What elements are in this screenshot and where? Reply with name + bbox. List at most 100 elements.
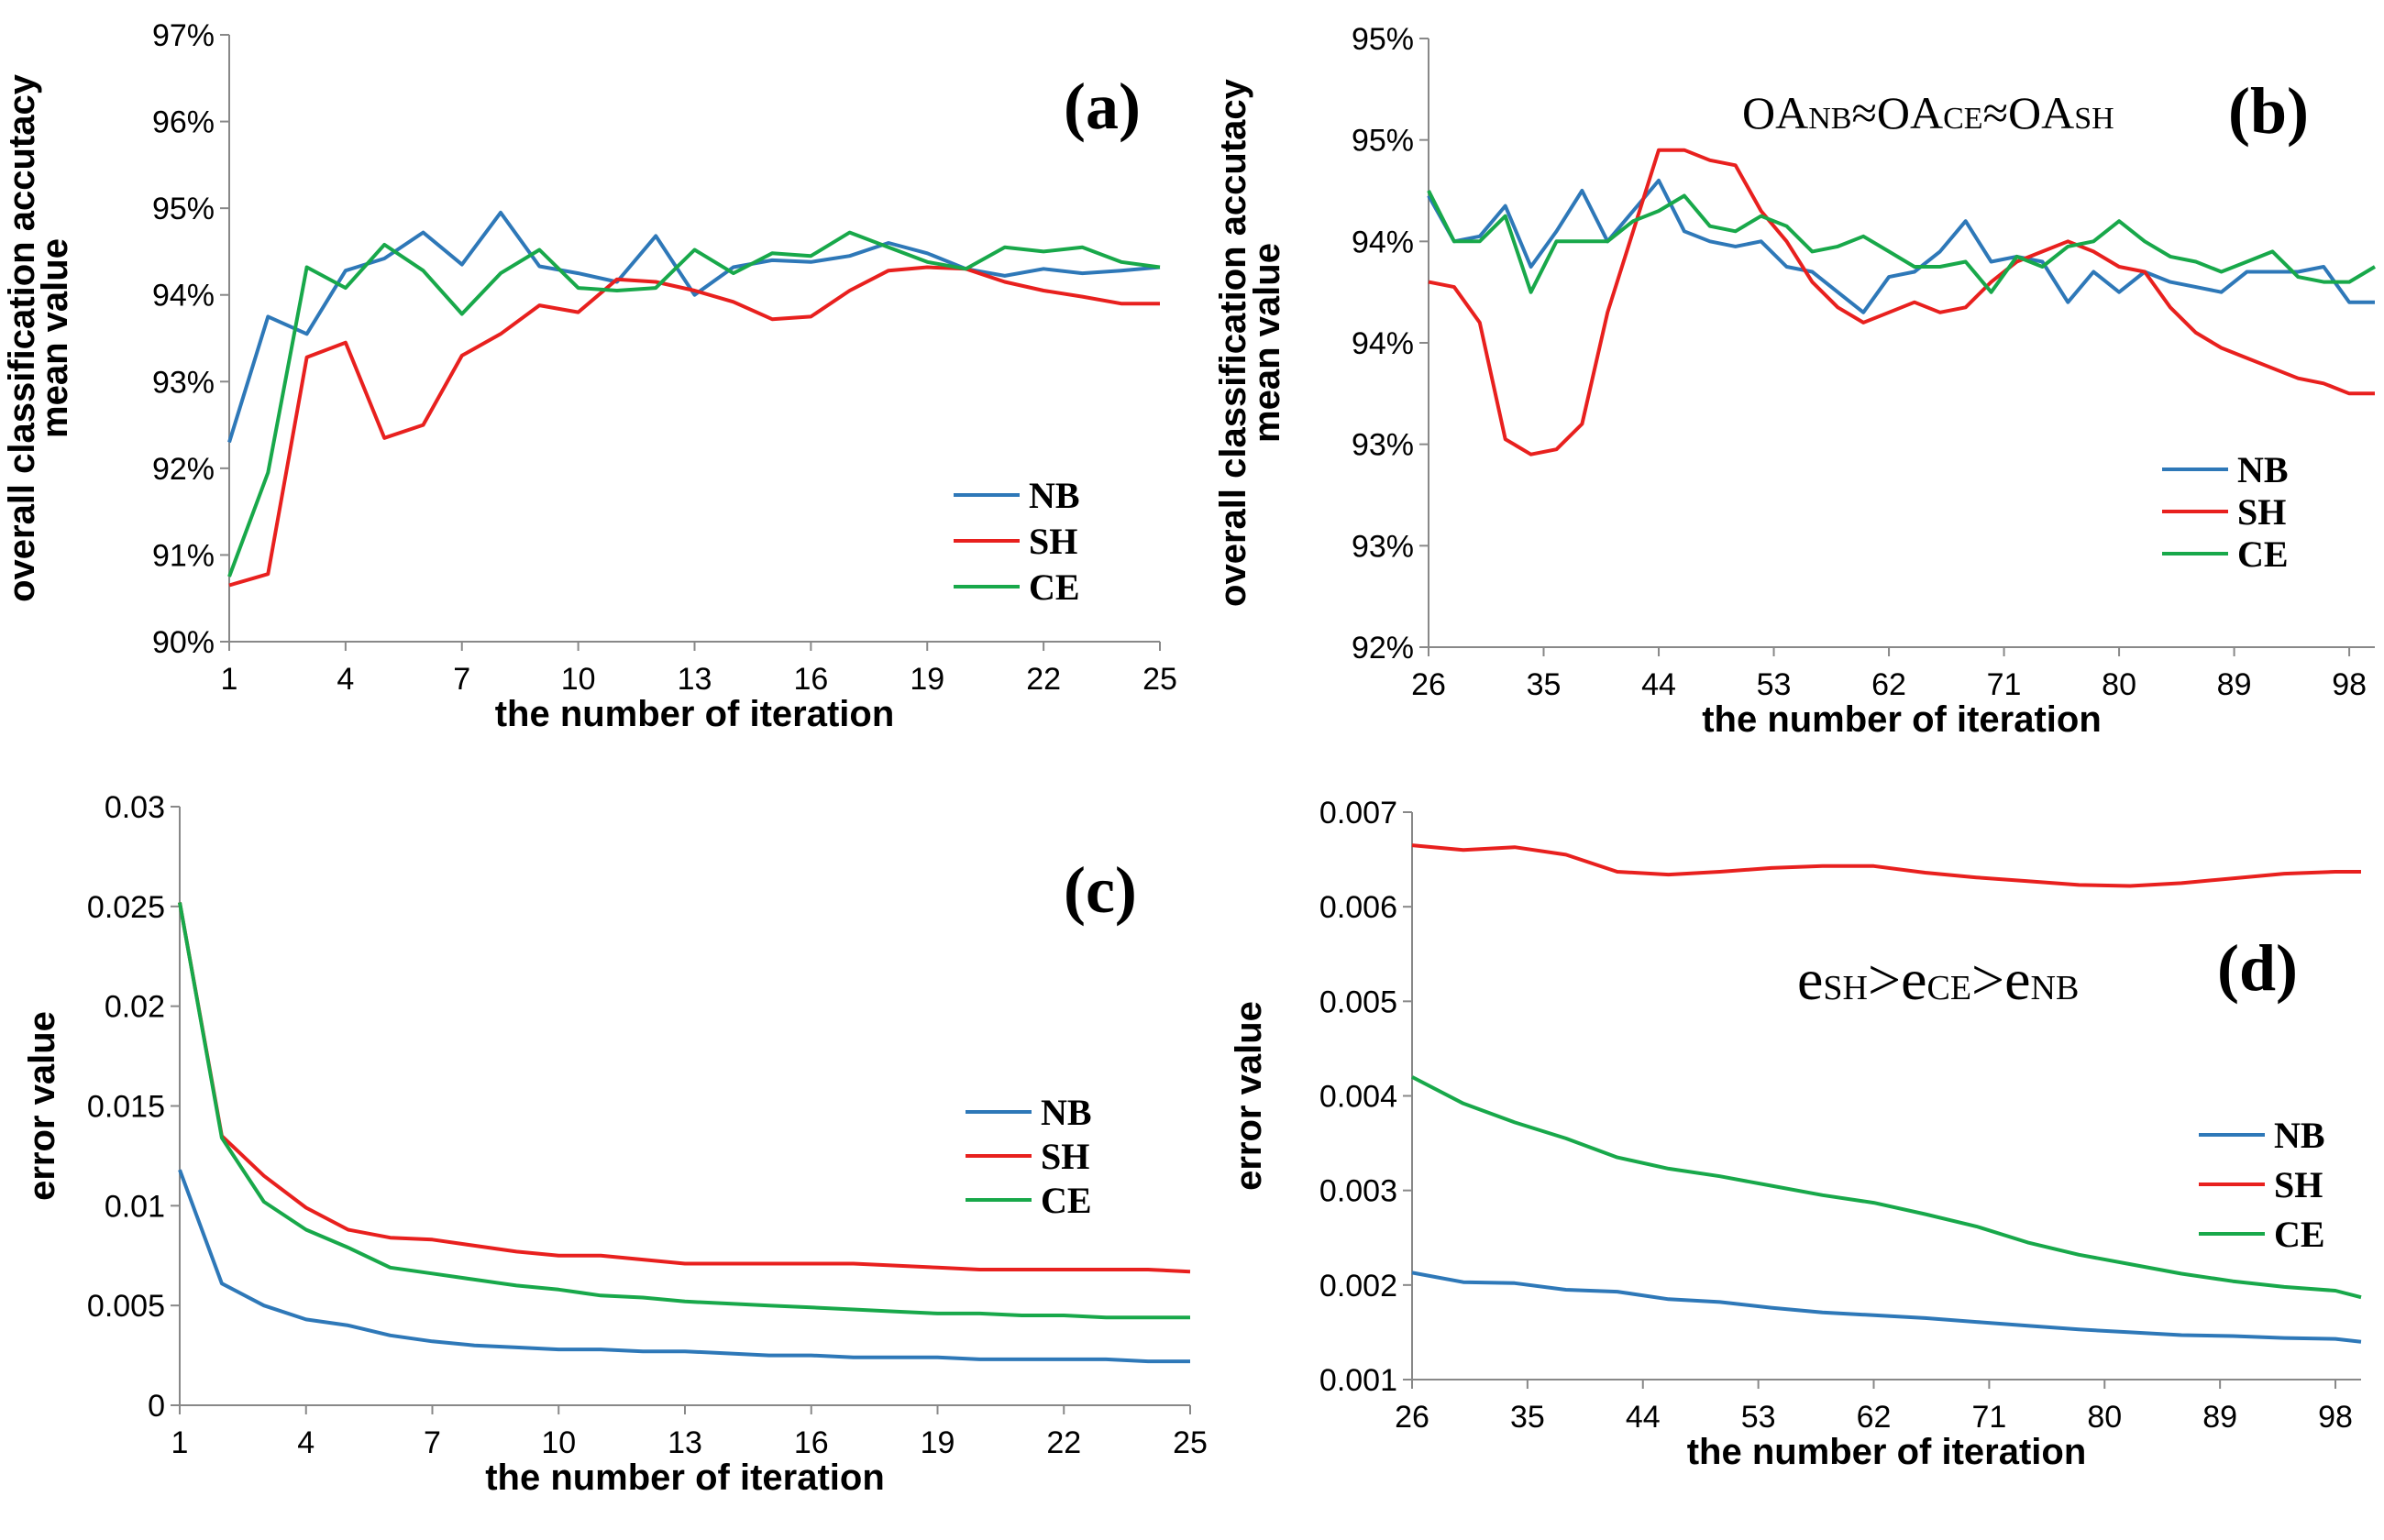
- x-tick-label: 80: [2087, 1400, 2122, 1435]
- series-line-nb: [1411, 1270, 2362, 1344]
- panel-label: (a): [1064, 70, 1141, 143]
- x-tick-label: 22: [1046, 1425, 1081, 1460]
- y-tick-label: 95%: [1352, 22, 1414, 57]
- y-tick-label: 0.025: [87, 890, 165, 925]
- x-axis-label: the number of iteration: [485, 1458, 885, 1498]
- x-tick-label: 19: [910, 662, 944, 697]
- x-tick-label: 80: [2102, 667, 2136, 702]
- x-tick-label: 53: [1741, 1400, 1776, 1435]
- x-tick-label: 16: [793, 662, 828, 697]
- annotation-text: eSH>eCE>eNB: [1797, 947, 2079, 1012]
- x-tick-label: 4: [297, 1425, 315, 1460]
- series-line-ce: [1427, 190, 2377, 294]
- y-axis-label: mean value: [35, 238, 75, 438]
- chart-panel-3: 0.001 0.002 0.003 0.004 0.005 0.006 0.007 26 35 4…: [1229, 796, 2362, 1472]
- legend-label-ce: CE: [1041, 1180, 1092, 1221]
- y-tick-label: 0.002: [1319, 1269, 1397, 1304]
- y-tick-label: 94%: [1352, 225, 1414, 259]
- x-tick-label: 98: [2332, 667, 2367, 702]
- legend-label-ce: CE: [1029, 566, 1080, 608]
- chart-panel-2: 0 0.005 0.01 0.015 0.02 0.025 0.03 1 4 7 10 13 16 19 2…: [22, 790, 1208, 1498]
- y-tick-label: 92%: [1352, 631, 1414, 666]
- annotation-text: OANB≈OACE≈OASH: [1742, 87, 2114, 138]
- x-tick-label: 10: [541, 1425, 576, 1460]
- x-tick-label: 71: [1971, 1400, 2006, 1435]
- y-axis-label: overall classification accutacy: [1213, 78, 1253, 607]
- y-tick-label: 93%: [1352, 428, 1414, 463]
- chart-panel-1: 92% 93% 93% 94% 94% 95% 95% 26 35 44 53 62 71 80 89 98 t…: [1213, 22, 2377, 740]
- series-line-sh: [228, 265, 1160, 588]
- x-axis-label: the number of iteration: [495, 694, 895, 734]
- y-tick-label: 93%: [1352, 529, 1414, 564]
- x-tick-label: 44: [1641, 667, 1676, 702]
- x-tick-label: 44: [1626, 1400, 1661, 1435]
- y-axis-label: overall classification accutacy: [2, 73, 42, 602]
- x-tick-label: 1: [221, 662, 238, 697]
- x-tick-label: 19: [921, 1425, 955, 1460]
- x-tick-label: 7: [424, 1425, 441, 1460]
- x-axis-label: the number of iteration: [1702, 699, 2102, 740]
- legend-label-sh: SH: [2274, 1164, 2323, 1205]
- y-tick-label: 0.03: [105, 790, 165, 825]
- y-tick-label: 94%: [152, 279, 215, 314]
- y-axis-label: mean value: [1247, 243, 1287, 443]
- series-line-ce: [178, 902, 1190, 1320]
- legend-label-nb: NB: [1041, 1092, 1092, 1133]
- y-tick-label: 92%: [152, 452, 215, 487]
- x-tick-label: 62: [1871, 667, 1906, 702]
- x-axis-label: the number of iteration: [1687, 1432, 2087, 1472]
- legend-label-sh: SH: [2237, 491, 2286, 533]
- y-tick-label: 97%: [152, 18, 215, 53]
- y-tick-label: 94%: [1352, 326, 1414, 361]
- series-line-nb: [1427, 178, 2375, 314]
- x-tick-label: 35: [1527, 667, 1562, 702]
- x-tick-label: 13: [668, 1425, 702, 1460]
- y-tick-label: 91%: [152, 538, 215, 573]
- x-tick-label: 89: [2217, 667, 2252, 702]
- legend-label-nb: NB: [2274, 1115, 2325, 1156]
- series-line-ce: [1411, 1075, 2362, 1300]
- y-tick-label: 0.007: [1319, 796, 1397, 830]
- x-tick-label: 1: [171, 1425, 189, 1460]
- legend-label-sh: SH: [1029, 521, 1077, 562]
- y-tick-label: 0.02: [105, 990, 165, 1025]
- legend-label-nb: NB: [2237, 449, 2289, 490]
- x-tick-label: 35: [1510, 1400, 1545, 1435]
- x-tick-label: 71: [1987, 667, 2022, 702]
- y-tick-label: 0.005: [1319, 984, 1397, 1019]
- panel-label: (d): [2217, 931, 2298, 1005]
- x-tick-label: 89: [2202, 1400, 2237, 1435]
- y-axis-label: error value: [22, 1011, 62, 1201]
- legend-label-ce: CE: [2274, 1214, 2325, 1255]
- series-line-nb: [227, 210, 1161, 444]
- x-tick-label: 16: [794, 1425, 829, 1460]
- x-tick-label: 13: [678, 662, 712, 697]
- y-tick-label: 90%: [152, 625, 215, 660]
- series-line-nb: [178, 1169, 1190, 1364]
- x-tick-label: 7: [453, 662, 470, 697]
- legend-label-nb: NB: [1029, 475, 1080, 516]
- series-line-sh: [178, 902, 1191, 1274]
- y-tick-label: 0.006: [1319, 890, 1397, 925]
- legend-label-sh: SH: [1041, 1136, 1089, 1177]
- y-tick-label: 96%: [152, 105, 215, 140]
- y-tick-label: 0.015: [87, 1090, 165, 1125]
- panel-label: (b): [2228, 74, 2309, 148]
- x-tick-label: 26: [1395, 1400, 1429, 1435]
- x-tick-label: 53: [1757, 667, 1792, 702]
- x-tick-label: 98: [2318, 1400, 2353, 1435]
- y-tick-label: 95%: [1352, 124, 1414, 159]
- series-line-sh: [1411, 843, 2361, 888]
- y-tick-label: 0.004: [1319, 1080, 1397, 1115]
- y-tick-label: 0.005: [87, 1289, 165, 1324]
- x-tick-label: 22: [1026, 662, 1061, 697]
- y-tick-label: 0.01: [105, 1189, 165, 1224]
- y-tick-label: 0.001: [1319, 1363, 1397, 1398]
- x-tick-label: 26: [1411, 667, 1446, 702]
- series-line-sh: [1428, 148, 2375, 456]
- legend-label-ce: CE: [2237, 534, 2289, 575]
- panel-label: (c): [1064, 853, 1137, 927]
- series-line-ce: [227, 230, 1161, 578]
- y-tick-label: 0.003: [1319, 1174, 1397, 1209]
